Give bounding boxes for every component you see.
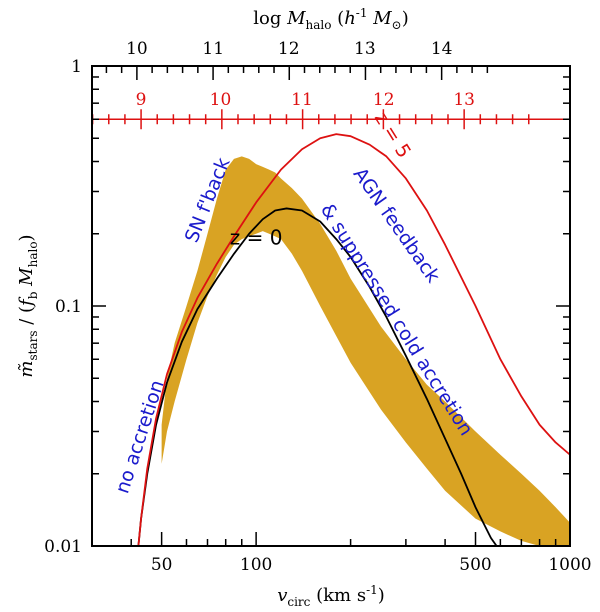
top-tick-label: 12: [278, 39, 300, 59]
annotation-z-0: z = 0: [230, 226, 283, 250]
band-layer: [161, 156, 570, 546]
y-axis-title: m̃stars / (fb Mhalo): [16, 234, 40, 377]
annotation-no-accretion: no accretion: [111, 377, 168, 496]
x-tick-label: 1000: [548, 555, 591, 575]
curve-z-0: [137, 207, 498, 546]
label-layer: 50 100 500 1000 0.01 0.1 1 10 11 12 13 14: [44, 39, 591, 575]
red-tick-label: 12: [373, 90, 395, 110]
top-tick-label: 11: [202, 39, 224, 59]
red-tick-label: 11: [291, 90, 313, 110]
top-tick-label: 10: [126, 39, 148, 59]
tick-layer: [91, 65, 571, 547]
y-tick-label: 0.01: [44, 537, 82, 557]
red-tick-label: 13: [453, 90, 475, 110]
x-tick-label: 100: [240, 555, 272, 575]
curve-z-5: [137, 133, 570, 546]
red-tick-label: 10: [210, 90, 232, 110]
red-axis-layer: 9 10 11 12 13: [91, 90, 570, 130]
x-tick-label: 50: [151, 555, 173, 575]
red-tick-label: 9: [136, 90, 147, 110]
top-axis-title: log Mhalo (h-1 M⊙): [253, 6, 409, 32]
x-axis-title: vcirc (km s-1): [277, 583, 385, 609]
x-tick-label: 500: [459, 555, 491, 575]
y-tick-label: 0.1: [55, 297, 82, 317]
top-tick-label: 14: [431, 39, 453, 59]
curve-layer: [137, 133, 570, 546]
annotation-z-5: z = 5: [370, 108, 415, 162]
band-area: [161, 156, 570, 546]
top-tick-label: 13: [354, 39, 376, 59]
y-tick-label: 1: [71, 57, 82, 77]
